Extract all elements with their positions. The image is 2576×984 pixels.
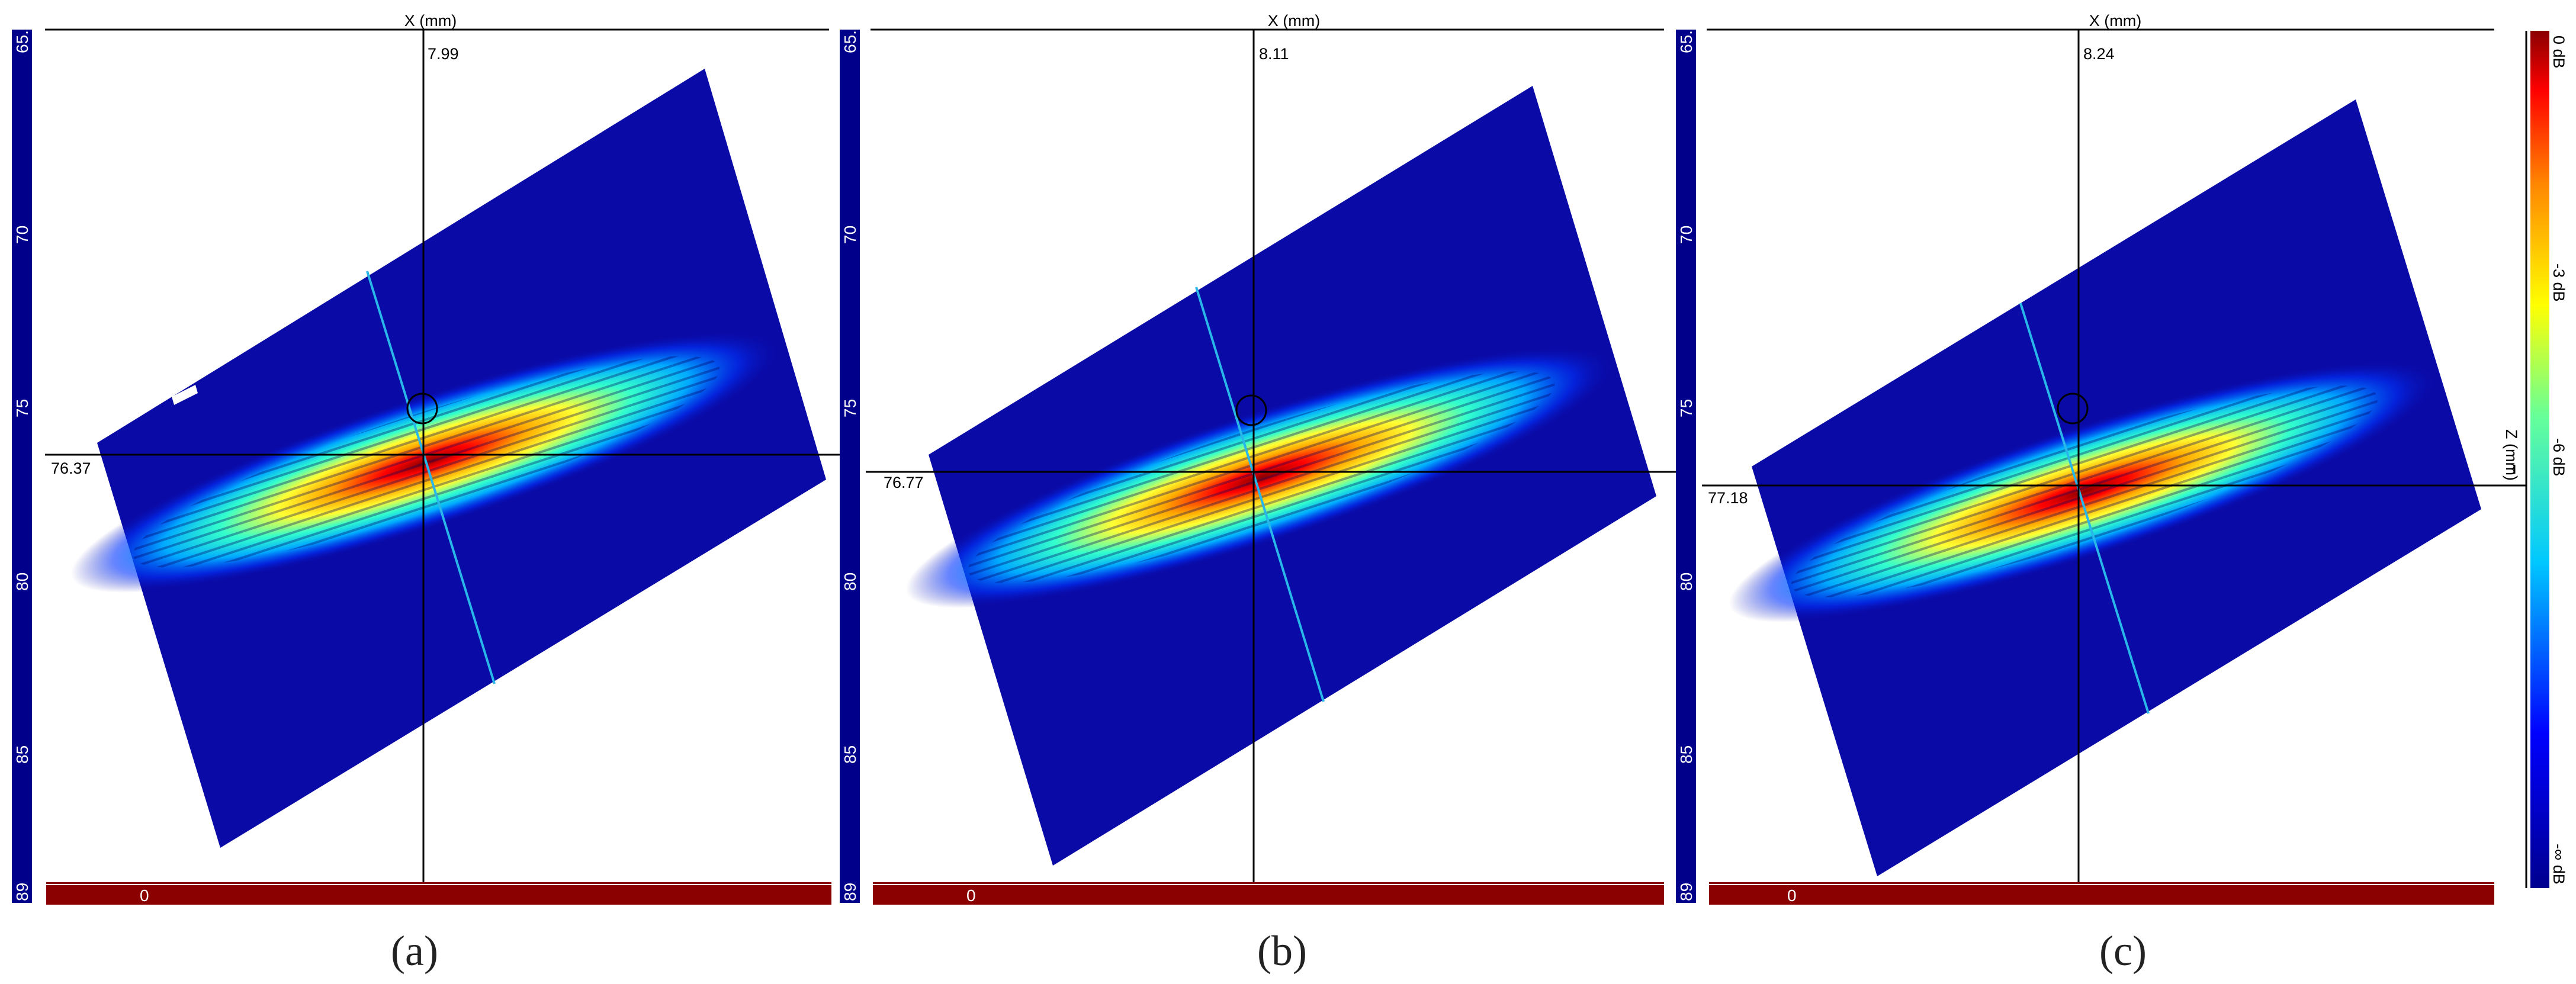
z-tick-label: 70 xyxy=(13,226,31,244)
x-axis-label: X (mm) xyxy=(1268,12,1320,30)
z-tick-label: 80 xyxy=(1677,573,1695,591)
bottom-bar xyxy=(1709,882,2494,905)
x-axis-label: X (mm) xyxy=(404,12,457,30)
z-axis-ticks: 65.6 70 75 80 85 89 xyxy=(841,21,859,902)
bottom-bar xyxy=(873,882,1664,905)
z-axis-band xyxy=(840,30,860,903)
cursor-z-value: 76.77 xyxy=(884,474,924,491)
bottom-bar-value: 0 xyxy=(140,886,149,905)
z-tick-label: 85 xyxy=(841,745,859,764)
panel-c: 65.6 70 75 80 85 89 X (mm) 8.24 77.18 0 … xyxy=(1676,12,2508,975)
z-tick-label: 89 xyxy=(13,883,31,901)
z-tick-label: 75 xyxy=(1677,399,1695,417)
z-tick-label: 65.6 xyxy=(13,21,31,54)
field-region xyxy=(70,69,826,848)
z-tick-label: 80 xyxy=(13,573,31,591)
z-axis-ticks: 65.6 70 75 80 85 89 xyxy=(13,21,31,902)
colorbar-axis-label: Z (mm) xyxy=(2503,429,2520,481)
z-tick-label: 70 xyxy=(1677,226,1695,244)
panel-caption: (b) xyxy=(1257,927,1307,975)
colorbar-label: -∞ dB xyxy=(2550,844,2568,885)
z-tick-label: 89 xyxy=(841,883,859,901)
beam-fringes xyxy=(1791,385,2378,597)
field-region xyxy=(905,86,1656,866)
z-tick-label: 75 xyxy=(13,399,31,417)
z-tick-label: 75 xyxy=(841,399,859,417)
beam-axis-line xyxy=(366,271,496,684)
focus-marker xyxy=(2057,393,2089,425)
field-region xyxy=(1729,99,2481,876)
panel-caption: (c) xyxy=(2099,927,2147,975)
z-tick-label: 65.6 xyxy=(1677,21,1695,54)
bottom-bar xyxy=(46,882,831,905)
beam-axis-line xyxy=(1195,287,1325,702)
panel-caption: (a) xyxy=(391,927,438,975)
z-axis-band xyxy=(1676,30,1696,903)
focus-marker xyxy=(406,393,438,425)
cursor-z-value: 77.18 xyxy=(1708,489,1748,507)
panel-b: 65.6 70 75 80 85 89 X (mm) 8.11 76.77 0 … xyxy=(840,12,1678,975)
cursor-z-value: 76.37 xyxy=(51,459,91,477)
z-tick-label: 85 xyxy=(13,745,31,764)
field-edge-steps xyxy=(172,385,198,405)
z-tick-label: 80 xyxy=(841,573,859,591)
z-tick-label: 70 xyxy=(841,226,859,244)
focus-marker xyxy=(1235,394,1267,426)
colorbar: Z (mm) 0 dB -3 dB -6 dB -∞ dB xyxy=(2503,31,2568,888)
z-tick-label: 65.6 xyxy=(841,21,859,54)
beam-axis-line xyxy=(2019,303,2150,714)
cursor-x-value: 8.24 xyxy=(2083,45,2115,63)
bottom-bar-value: 0 xyxy=(1787,886,1797,905)
bottom-bar-value: 0 xyxy=(966,886,976,905)
z-tick-label: 89 xyxy=(1677,883,1695,901)
z-tick-label: 85 xyxy=(1677,745,1695,764)
cursor-x-value: 8.11 xyxy=(1259,45,1289,63)
z-axis-band xyxy=(12,30,32,903)
panel-a: 65.6 70 75 80 85 89 X (mm) 7.99 76.37 0 … xyxy=(12,12,842,975)
x-axis-label: X (mm) xyxy=(2089,12,2141,30)
colorbar-label: 0 dB xyxy=(2550,36,2568,69)
colorbar-label: -6 dB xyxy=(2550,438,2568,477)
cursor-x-value: 7.99 xyxy=(428,45,459,63)
colorbar-gradient xyxy=(2530,31,2549,888)
colorbar-label: -3 dB xyxy=(2550,263,2568,302)
z-axis-ticks: 65.6 70 75 80 85 89 xyxy=(1677,21,1695,902)
beam-fringes xyxy=(968,371,1555,583)
